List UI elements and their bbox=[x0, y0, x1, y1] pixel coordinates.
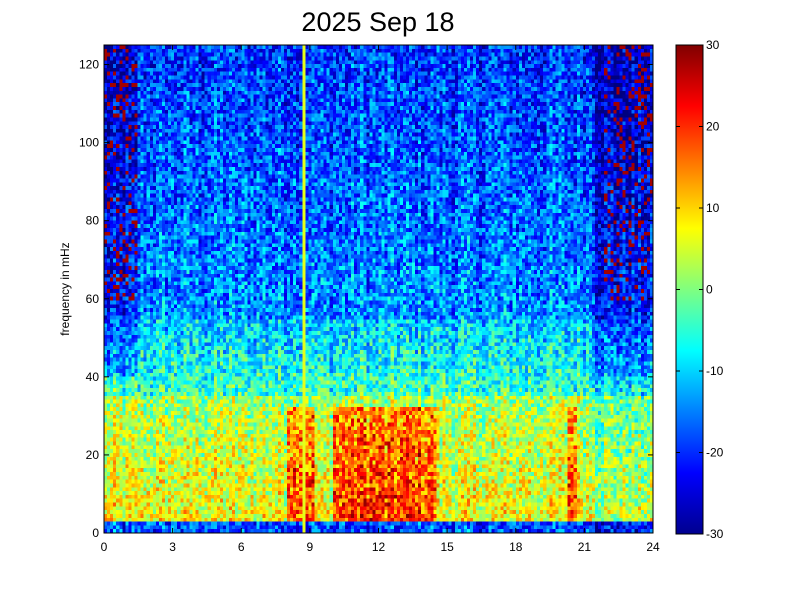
x-tick-label: 21 bbox=[578, 540, 592, 554]
x-tick-label: 6 bbox=[238, 540, 245, 554]
colorbar-tick-label: -10 bbox=[706, 364, 724, 378]
x-tick-label: 18 bbox=[509, 540, 523, 554]
x-tick-label: 15 bbox=[440, 540, 454, 554]
colorbar-tick-label: 10 bbox=[706, 201, 720, 215]
colorbar-gradient bbox=[675, 44, 704, 535]
colorbar-tick-label: 30 bbox=[706, 38, 720, 52]
colorbar-tick-label: -20 bbox=[706, 446, 724, 460]
colorbar: 30 20 10 0 -10 -20 -30 bbox=[675, 38, 724, 541]
y-tick-label: 40 bbox=[86, 370, 100, 384]
x-tick-label: 3 bbox=[169, 540, 176, 554]
y-tick-label: 80 bbox=[86, 214, 100, 228]
colorbar-ticks: 30 20 10 0 -10 -20 -30 bbox=[676, 38, 724, 541]
spectrogram-heatmap bbox=[104, 45, 653, 533]
y-tick-label: 120 bbox=[79, 58, 99, 72]
y-tick-label: 100 bbox=[79, 136, 99, 150]
colorbar-tick-label: 20 bbox=[706, 120, 720, 134]
chart-title: 2025 Sep 18 bbox=[301, 7, 454, 37]
y-tick-label: 0 bbox=[92, 526, 99, 540]
x-tick-label: 12 bbox=[372, 540, 386, 554]
x-tick-label: 9 bbox=[307, 540, 314, 554]
x-tick-label: 0 bbox=[101, 540, 108, 554]
colorbar-tick-label: 0 bbox=[706, 283, 713, 297]
colorbar-tick-label: -30 bbox=[706, 527, 724, 541]
y-axis-label: frequency in mHz bbox=[58, 242, 72, 335]
y-tick-label: 60 bbox=[86, 292, 100, 306]
x-tick-label: 24 bbox=[646, 540, 660, 554]
spectrogram-plot-area bbox=[103, 44, 654, 534]
y-tick-label: 20 bbox=[86, 448, 100, 462]
y-axis: 0 20 40 60 80 100 120 bbox=[79, 58, 653, 540]
x-axis: 0 3 6 9 12 15 18 21 24 bbox=[101, 45, 660, 554]
